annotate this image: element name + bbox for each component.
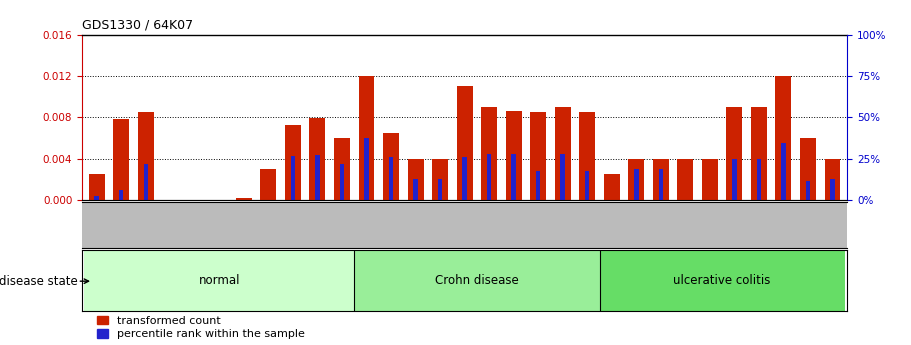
Bar [432,159,448,200]
Bar [604,174,619,200]
Bar [236,198,251,200]
Bar [506,111,522,200]
Bar [113,119,129,200]
Text: ulcerative colitis: ulcerative colitis [673,274,771,287]
Bar [751,107,767,200]
Bar [830,179,834,200]
Bar [354,250,599,310]
Bar [144,164,148,200]
Text: disease state: disease state [0,275,77,288]
Bar [486,154,491,200]
Bar [726,107,742,200]
Bar [782,143,785,200]
Bar [383,133,399,200]
Bar [629,159,644,200]
Bar [359,76,374,200]
Bar [824,159,841,200]
Bar [775,76,792,200]
Bar [701,159,718,200]
Bar [438,179,443,200]
Bar [805,181,810,200]
Text: GDS1330 / 64K07: GDS1330 / 64K07 [82,19,193,32]
Bar [579,112,595,200]
Bar [659,169,663,200]
Bar [599,250,844,310]
Bar [530,112,547,200]
Bar [261,169,276,200]
Bar [560,154,565,200]
Bar [119,190,124,200]
Bar [555,107,570,200]
Bar [634,169,639,200]
Bar [757,159,762,200]
Bar [414,179,418,200]
Bar [536,171,540,200]
Bar [653,159,669,200]
Bar [456,86,473,200]
Bar [511,154,516,200]
Bar [95,196,99,200]
Bar [389,157,394,200]
Bar [88,174,105,200]
Bar [285,125,301,200]
Legend: transformed count, percentile rank within the sample: transformed count, percentile rank withi… [97,316,304,339]
Bar [310,118,325,200]
Bar [481,107,497,200]
Bar [334,138,350,200]
Bar [585,171,589,200]
Bar [138,112,154,200]
Bar [291,156,295,200]
Bar [364,138,369,200]
Bar [800,138,816,200]
Bar [85,250,354,310]
Bar [463,157,466,200]
Bar [732,159,737,200]
Bar [678,159,693,200]
Bar [340,164,344,200]
Bar [407,159,424,200]
Bar [315,155,320,200]
Text: Crohn disease: Crohn disease [435,274,518,287]
Text: normal: normal [199,274,241,287]
